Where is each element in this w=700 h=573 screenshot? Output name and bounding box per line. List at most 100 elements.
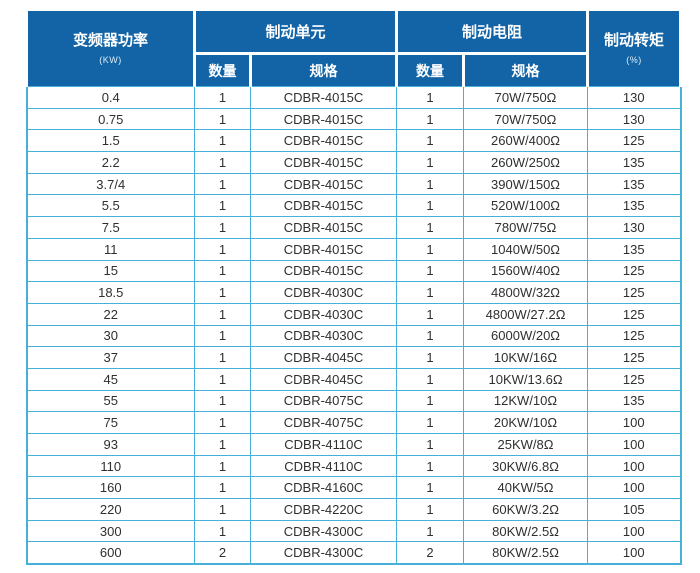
cell-brake-torque: 100 [587,519,682,543]
table-row: 7.5 1 CDBR-4015C 1 780W/75Ω 130 [26,216,682,239]
header-brake-torque-unit: (%) [626,54,642,65]
cell-brake-resistor-spec: 20KW/10Ω [463,411,589,434]
cell-brake-torque: 125 [587,367,682,391]
cell-inverter-power: 3.7/4 [26,172,195,196]
table-row: 11 1 CDBR-4015C 1 1040W/50Ω 135 [26,237,682,261]
cell-brake-resistor-spec: 30KW/6.8Ω [463,454,589,478]
table-row: 0.4 1 CDBR-4015C 1 70W/750Ω 130 [26,86,682,109]
cell-brake-resistor-spec: 60KW/3.2Ω [463,498,589,521]
cell-brake-resistor-qty: 1 [396,129,465,153]
table-body: 0.4 1 CDBR-4015C 1 70W/750Ω 130 0.75 1 C… [26,86,682,565]
cell-brake-unit-spec: CDBR-4015C [249,86,398,109]
table-header: 变频器功率 (KW) 制动单元 制动电阻 制动转矩 (%) 数量 规格 数量 规… [25,8,683,87]
cell-inverter-power: 1.5 [26,129,195,153]
cell-brake-resistor-qty: 1 [396,151,465,174]
cell-brake-resistor-spec: 4800W/32Ω [463,281,589,304]
cell-brake-unit-spec: CDBR-4030C [249,281,398,304]
cell-brake-torque: 125 [587,346,682,369]
cell-inverter-power: 300 [26,519,195,543]
cell-brake-resistor-qty: 1 [396,324,465,348]
cell-inverter-power: 600 [26,541,195,565]
cell-brake-resistor-spec: 80KW/2.5Ω [463,541,589,565]
cell-brake-resistor-qty: 1 [396,411,465,434]
cell-brake-torque: 135 [587,194,682,218]
cell-brake-unit-spec: CDBR-4015C [249,237,398,261]
cell-brake-unit-qty: 1 [194,281,251,304]
cell-brake-resistor-qty: 1 [396,259,465,283]
cell-inverter-power: 110 [26,454,195,478]
cell-brake-resistor-qty: 1 [396,194,465,218]
cell-inverter-power: 55 [26,389,195,413]
cell-brake-resistor-qty: 1 [396,389,465,413]
table-row: 110 1 CDBR-4110C 1 30KW/6.8Ω 100 [26,454,682,478]
cell-brake-torque: 135 [587,389,682,413]
cell-brake-unit-spec: CDBR-4110C [249,433,398,456]
cell-brake-unit-spec: CDBR-4160C [249,476,398,500]
cell-brake-resistor-spec: 1560W/40Ω [463,259,589,283]
cell-inverter-power: 93 [26,433,195,456]
cell-brake-torque: 100 [587,411,682,434]
cell-brake-unit-qty: 1 [194,346,251,369]
cell-brake-resistor-spec: 25KW/8Ω [463,433,589,456]
cell-brake-unit-qty: 1 [194,498,251,521]
cell-brake-unit-spec: CDBR-4015C [249,194,398,218]
cell-brake-resistor-qty: 1 [396,216,465,239]
cell-brake-unit-qty: 1 [194,86,251,109]
cell-brake-torque: 125 [587,324,682,348]
table-row: 2.2 1 CDBR-4015C 1 260W/250Ω 135 [26,151,682,174]
cell-brake-unit-qty: 1 [194,172,251,196]
cell-inverter-power: 11 [26,237,195,261]
header-brake-resistor-qty: 数量 [395,52,466,87]
cell-brake-resistor-qty: 1 [396,454,465,478]
cell-brake-unit-qty: 2 [194,541,251,565]
cell-brake-unit-spec: CDBR-4220C [249,498,398,521]
table-row: 600 2 CDBR-4300C 2 80KW/2.5Ω 100 [26,541,682,565]
cell-brake-resistor-qty: 1 [396,107,465,131]
cell-brake-torque: 130 [587,86,682,109]
header-brake-unit-qty: 数量 [193,52,252,87]
header-row-groups: 变频器功率 (KW) 制动单元 制动电阻 制动转矩 (%) [25,8,683,87]
header-brake-resistor-group: 制动电阻 [395,8,590,54]
table-row: 3.7/4 1 CDBR-4015C 1 390W/150Ω 135 [26,172,682,196]
cell-brake-unit-qty: 1 [194,259,251,283]
cell-inverter-power: 160 [26,476,195,500]
cell-brake-unit-spec: CDBR-4045C [249,346,398,369]
table-row: 300 1 CDBR-4300C 1 80KW/2.5Ω 100 [26,519,682,543]
cell-inverter-power: 220 [26,498,195,521]
cell-brake-resistor-qty: 1 [396,367,465,391]
cell-brake-unit-qty: 1 [194,389,251,413]
cell-brake-unit-qty: 1 [194,151,251,174]
table-row: 18.5 1 CDBR-4030C 1 4800W/32Ω 125 [26,281,682,304]
cell-brake-resistor-qty: 1 [396,498,465,521]
cell-brake-unit-qty: 1 [194,454,251,478]
cell-brake-resistor-spec: 390W/150Ω [463,172,589,196]
cell-brake-unit-spec: CDBR-4015C [249,129,398,153]
cell-brake-torque: 135 [587,172,682,196]
table-row: 15 1 CDBR-4015C 1 1560W/40Ω 125 [26,259,682,283]
cell-brake-unit-qty: 1 [194,324,251,348]
cell-brake-unit-qty: 1 [194,237,251,261]
cell-brake-unit-spec: CDBR-4030C [249,302,398,326]
table-row: 220 1 CDBR-4220C 1 60KW/3.2Ω 105 [26,498,682,521]
table-row: 75 1 CDBR-4075C 1 20KW/10Ω 100 [26,411,682,434]
cell-brake-unit-qty: 1 [194,433,251,456]
cell-brake-torque: 100 [587,476,682,500]
cell-brake-resistor-spec: 40KW/5Ω [463,476,589,500]
cell-brake-resistor-spec: 1040W/50Ω [463,237,589,261]
table-row: 30 1 CDBR-4030C 1 6000W/20Ω 125 [26,324,682,348]
cell-brake-torque: 125 [587,259,682,283]
header-brake-unit-group: 制动单元 [192,8,399,54]
cell-brake-resistor-spec: 10KW/16Ω [463,346,589,369]
header-brake-torque-label: 制动转矩 [604,32,665,50]
cell-brake-resistor-spec: 80KW/2.5Ω [463,519,589,543]
cell-brake-unit-qty: 1 [194,302,251,326]
cell-brake-resistor-spec: 780W/75Ω [463,216,589,239]
cell-brake-resistor-spec: 260W/400Ω [463,129,589,153]
table-row: 37 1 CDBR-4045C 1 10KW/16Ω 125 [26,346,682,369]
cell-brake-unit-spec: CDBR-4015C [249,259,398,283]
cell-inverter-power: 45 [26,367,195,391]
cell-brake-unit-spec: CDBR-4110C [249,454,398,478]
header-inverter-power-label: 变频器功率 [72,32,148,50]
cell-brake-torque: 125 [587,281,682,304]
cell-brake-resistor-qty: 1 [396,346,465,369]
